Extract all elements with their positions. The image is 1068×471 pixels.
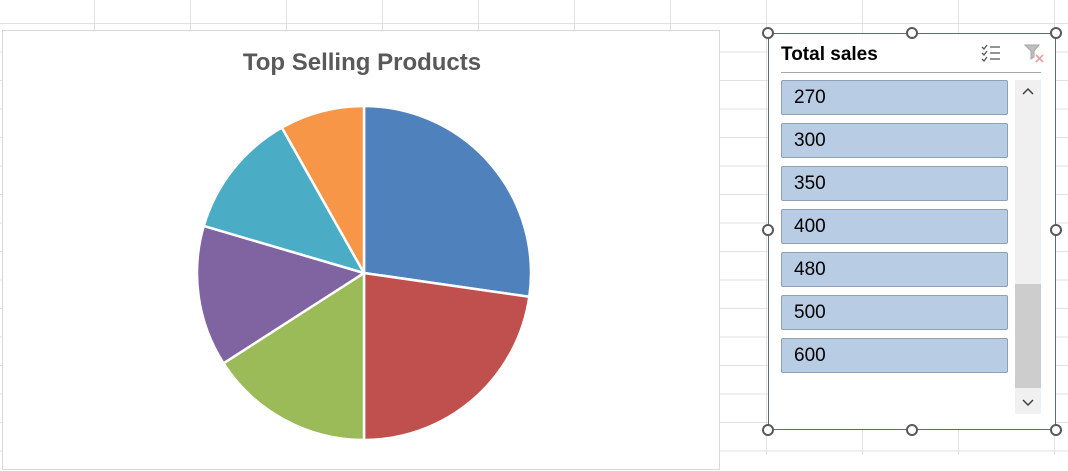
scroll-up-button[interactable] bbox=[1015, 80, 1041, 102]
scroll-down-button[interactable] bbox=[1015, 392, 1041, 414]
slicer-item-500[interactable]: 500 bbox=[781, 295, 1008, 330]
resize-handle-bottom-right[interactable] bbox=[1050, 424, 1062, 436]
total-sales-slicer[interactable]: Total sales 270 300 350 400 480 500 6 bbox=[768, 33, 1056, 430]
slicer-item-350[interactable]: 350 bbox=[781, 166, 1008, 201]
resize-handle-top-right[interactable] bbox=[1050, 27, 1062, 39]
chevron-up-icon bbox=[1022, 87, 1034, 95]
slicer-title: Total sales bbox=[781, 44, 878, 65]
pie-slice-6[interactable] bbox=[280, 104, 366, 275]
chart-title: Top Selling Products bbox=[242, 49, 482, 76]
resize-handle-right[interactable] bbox=[1050, 224, 1062, 236]
slicer-item-300[interactable]: 300 bbox=[781, 123, 1008, 158]
pie-plot-area bbox=[195, 104, 533, 442]
resize-handle-top-left[interactable] bbox=[762, 27, 774, 39]
clear-filter-icon[interactable] bbox=[1023, 42, 1045, 64]
slicer-item-600[interactable]: 600 bbox=[781, 338, 1008, 373]
multi-select-icon[interactable] bbox=[980, 42, 1002, 64]
chevron-down-icon bbox=[1022, 399, 1034, 407]
scroll-thumb[interactable] bbox=[1015, 284, 1041, 388]
slicer-header: Total sales bbox=[781, 42, 1044, 73]
slicer-scrollbar[interactable] bbox=[1015, 80, 1041, 414]
slicer-item-400[interactable]: 400 bbox=[781, 209, 1008, 244]
pie-slice-1[interactable] bbox=[362, 104, 533, 299]
resize-handle-top[interactable] bbox=[906, 27, 918, 39]
pie-slice-3[interactable] bbox=[222, 271, 366, 442]
slicer-item-480[interactable]: 480 bbox=[781, 252, 1008, 287]
resize-handle-bottom-left[interactable] bbox=[762, 424, 774, 436]
pie-slice-4[interactable] bbox=[195, 224, 366, 365]
slicer-item-list: 270 300 350 400 480 500 600 bbox=[781, 80, 1009, 381]
pie-slice-2[interactable] bbox=[362, 271, 531, 442]
pie-chart[interactable]: Top Selling Products bbox=[2, 30, 720, 470]
resize-handle-left[interactable] bbox=[762, 224, 774, 236]
resize-handle-bottom[interactable] bbox=[906, 424, 918, 436]
slicer-item-270[interactable]: 270 bbox=[781, 80, 1008, 115]
pie-slice-5[interactable] bbox=[202, 126, 366, 275]
